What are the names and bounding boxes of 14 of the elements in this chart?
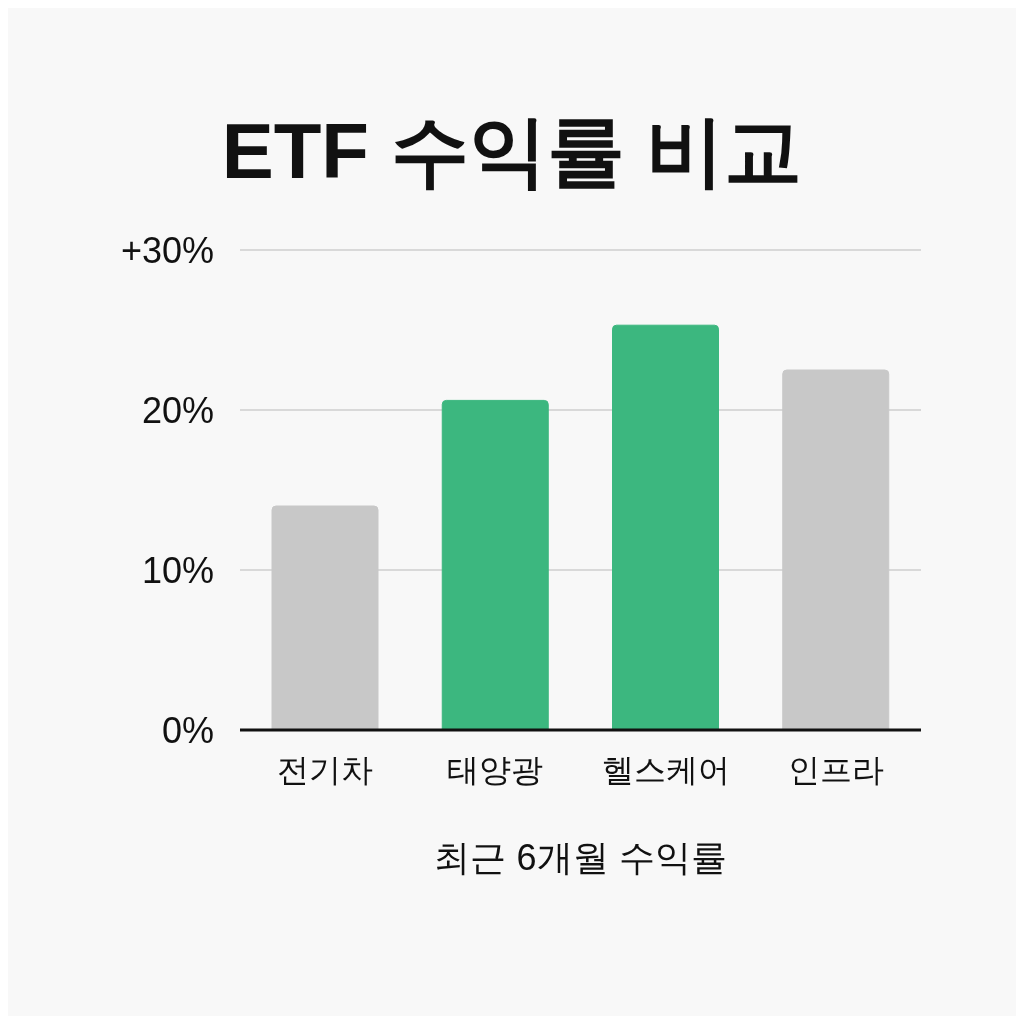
bar — [271, 505, 379, 730]
bar — [782, 369, 890, 730]
x-tick-label: 헬스케어 — [601, 751, 730, 788]
y-tick-label: 20% — [141, 389, 214, 431]
y-tick-label: +30% — [120, 229, 214, 271]
y-tick-label: 10% — [141, 549, 214, 591]
bar — [612, 324, 719, 730]
bar — [441, 399, 549, 730]
x-tick-label: 태양광 — [447, 751, 544, 788]
x-tick-label: 전기차 — [277, 751, 374, 788]
y-tick-label: 0% — [161, 709, 214, 751]
x-tick-label: 인프라 — [787, 751, 884, 788]
chart-title: ETF 수익률 비교 — [220, 106, 804, 197]
x-axis-title: 최근 6개월 수익률 — [434, 837, 727, 878]
